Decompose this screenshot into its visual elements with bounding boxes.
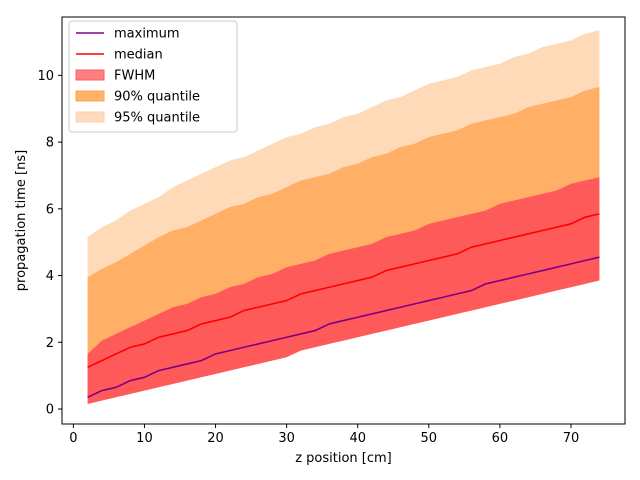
y-tick-label: 2 xyxy=(46,336,54,351)
line-median xyxy=(87,213,600,369)
legend: maximum median FWHM 90% quantile 95% quantil… xyxy=(68,20,238,133)
x-tick-label: 60 xyxy=(492,431,509,446)
legend-label-median: median xyxy=(114,48,163,63)
legend-label-fwhm: FWHM xyxy=(114,69,155,84)
x-axis-label: z position [cm] xyxy=(295,451,392,466)
lines-layer xyxy=(87,213,600,399)
y-tick-label: 4 xyxy=(46,269,54,284)
legend-swatch-95pct-quantile xyxy=(75,111,105,123)
x-axis-ticks: 0 10 20 30 40 50 60 70 xyxy=(69,424,579,446)
x-tick-label: 10 xyxy=(136,431,153,446)
y-tick-label: 8 xyxy=(46,136,54,151)
legend-label-90pct-quantile: 90% quantile xyxy=(114,90,200,105)
legend-box xyxy=(68,20,238,133)
line-maximum xyxy=(87,256,600,399)
band-fwhm xyxy=(87,177,600,404)
y-axis-label: propagation time [ns] xyxy=(14,150,29,291)
y-axis-ticks: 0 2 4 6 8 10 xyxy=(37,69,62,417)
x-tick-label: 70 xyxy=(563,431,580,446)
plot-frame xyxy=(61,16,626,425)
x-tick-label: 0 xyxy=(69,431,77,446)
legend-label-maximum: maximum xyxy=(114,27,180,42)
x-tick-label: 30 xyxy=(278,431,295,446)
legend-label-95pct-quantile: 95% quantile xyxy=(114,111,200,126)
bands-layer xyxy=(87,30,600,404)
legend-swatch-90pct-quantile xyxy=(75,90,105,102)
y-tick-label: 10 xyxy=(37,69,54,84)
y-tick-label: 6 xyxy=(46,202,54,217)
legend-swatch-fwhm xyxy=(75,69,105,81)
x-tick-label: 50 xyxy=(421,431,438,446)
x-tick-label: 40 xyxy=(349,431,366,446)
x-tick-label: 20 xyxy=(207,431,224,446)
y-tick-label: 0 xyxy=(46,402,54,417)
